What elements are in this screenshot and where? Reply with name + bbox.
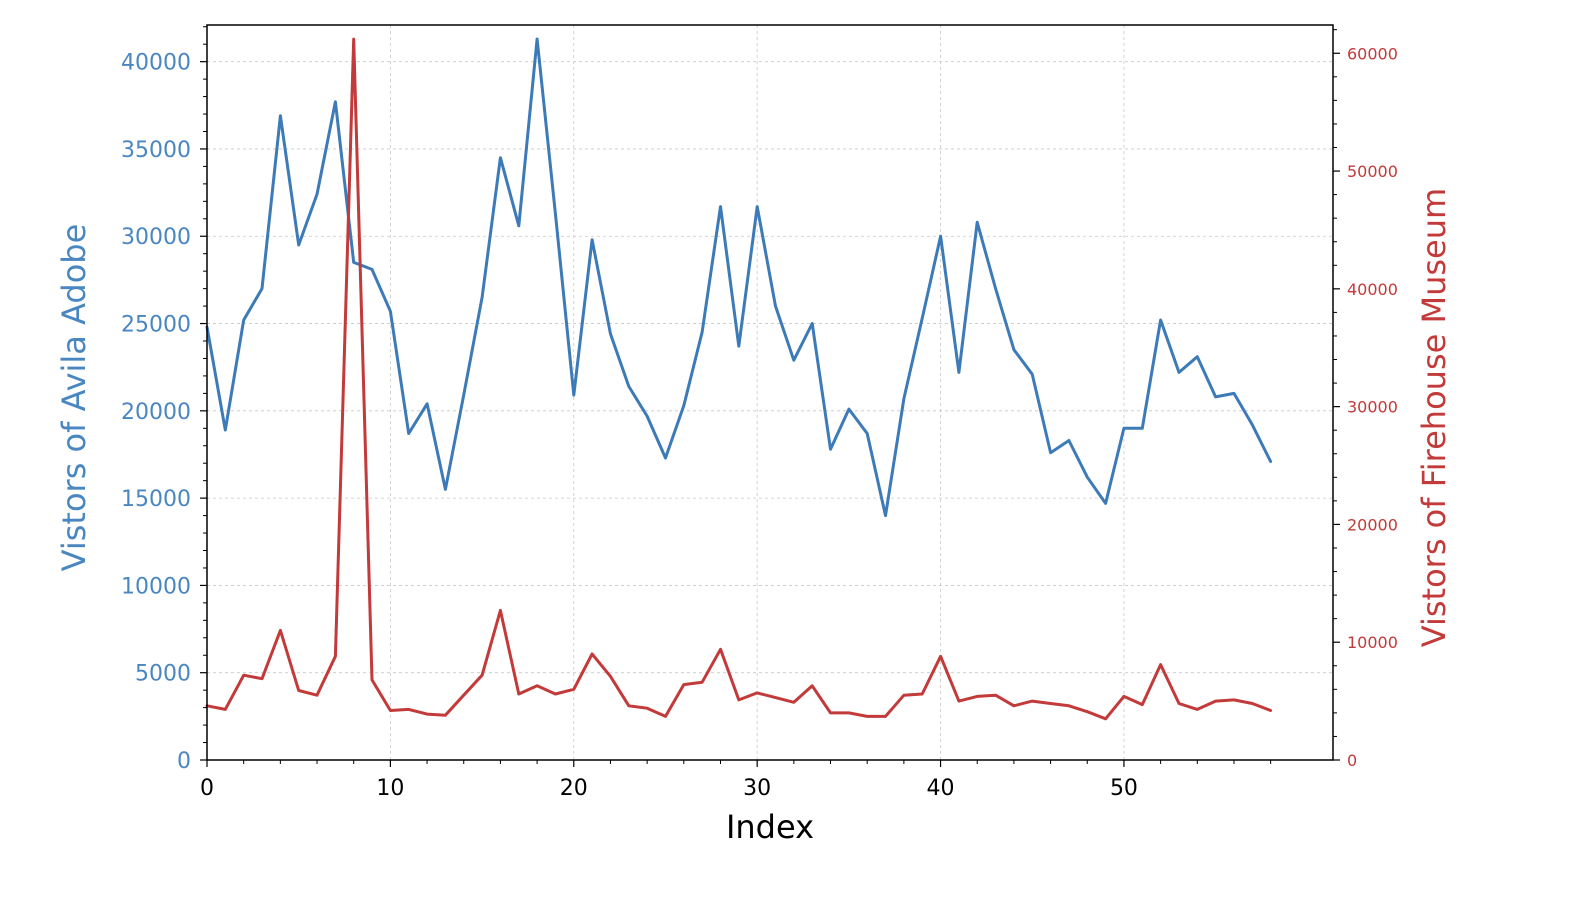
left-tick-label: 25000 bbox=[121, 313, 191, 338]
x-tick-label: 40 bbox=[927, 776, 955, 801]
plot-frame bbox=[206, 24, 1334, 761]
left-tick-label: 10000 bbox=[121, 574, 191, 599]
x-tick-label: 0 bbox=[200, 776, 214, 801]
x-tick-label: 20 bbox=[560, 776, 588, 801]
right-tick-label: 40000 bbox=[1347, 280, 1398, 299]
series-line-firehouse-museum bbox=[205, 37, 1273, 721]
left-tick-label: 0 bbox=[177, 749, 191, 774]
x-tick-label: 30 bbox=[743, 776, 771, 801]
series-lines bbox=[205, 37, 1273, 721]
right-tick-label: 30000 bbox=[1347, 398, 1398, 417]
x-tick-label: 10 bbox=[376, 776, 404, 801]
left-tick-label: 5000 bbox=[135, 662, 191, 687]
left-tick-label: 20000 bbox=[121, 400, 191, 425]
left-axis-label: Vistors of Avila Adobe bbox=[55, 224, 93, 572]
series-line-avila-adobe bbox=[205, 37, 1273, 518]
right-tick-label: 60000 bbox=[1347, 44, 1398, 63]
right-tick-label: 0 bbox=[1347, 751, 1357, 770]
right-tick-label: 10000 bbox=[1347, 633, 1398, 652]
left-tick-label: 15000 bbox=[121, 487, 191, 512]
x-axis-label: Index bbox=[726, 808, 814, 846]
left-tick-label: 35000 bbox=[121, 138, 191, 163]
grid-lines bbox=[206, 25, 1333, 760]
left-tick-label: 40000 bbox=[121, 51, 191, 76]
x-axis-ticks: 0 10 20 30 40 50 bbox=[200, 760, 1272, 801]
right-tick-label: 20000 bbox=[1347, 515, 1398, 534]
left-axis-ticks: 0 5000 10000 15000 20000 25000 30000 35000 40000 bbox=[121, 26, 207, 774]
right-tick-label: 50000 bbox=[1347, 162, 1398, 181]
right-axis-ticks: 0 10000 20000 30000 40000 50000 60000 bbox=[1333, 29, 1398, 770]
right-axis-label: Vistors of Firehouse Museum bbox=[1415, 188, 1453, 647]
x-tick-label: 50 bbox=[1110, 776, 1138, 801]
left-tick-label: 30000 bbox=[121, 225, 191, 250]
